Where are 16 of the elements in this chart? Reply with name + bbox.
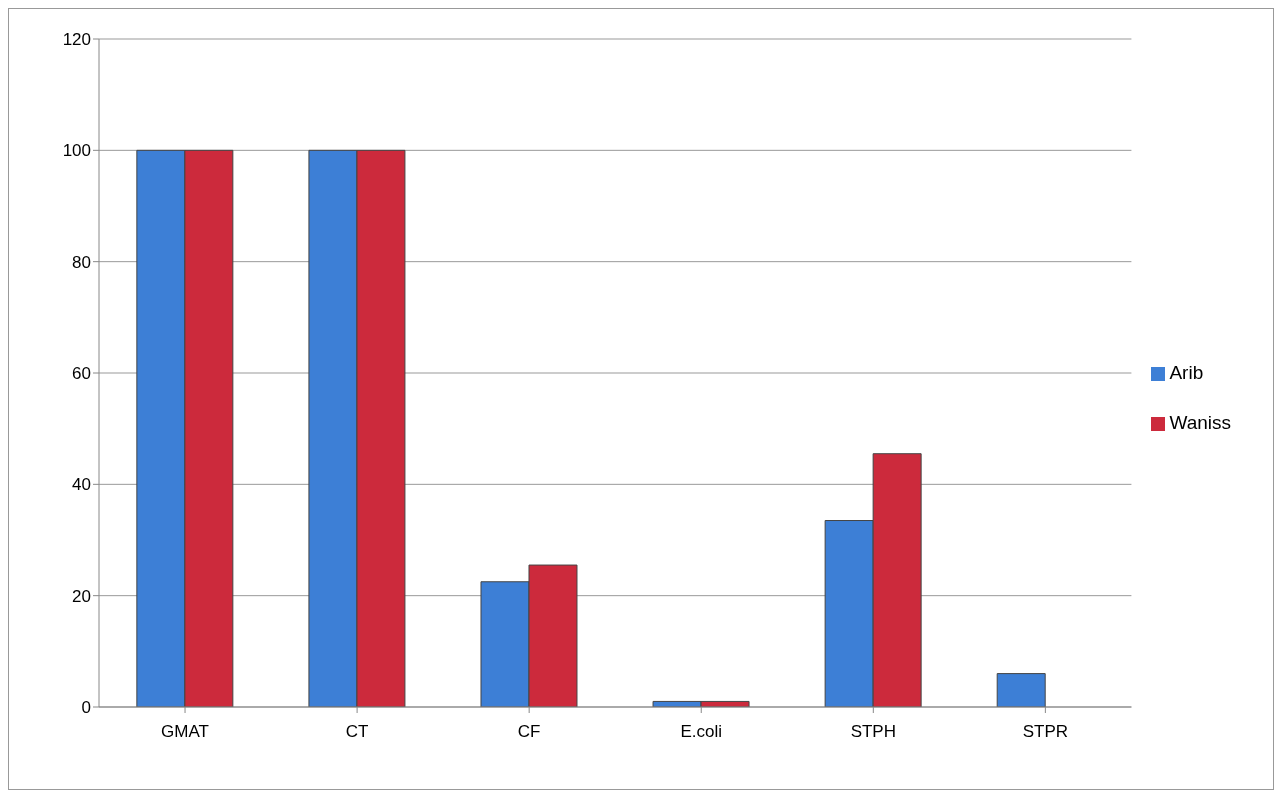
y-tick-label: 0: [81, 698, 91, 718]
y-tick-label: 40: [72, 475, 91, 495]
legend-label: Waniss: [1169, 412, 1231, 433]
x-tick-label: CF: [517, 722, 541, 742]
bar: [996, 673, 1046, 707]
legend-label: Arib: [1169, 362, 1204, 383]
x-tick-label: STPH: [850, 722, 896, 742]
y-tick-label: 80: [72, 252, 91, 272]
x-tick-label: E.coli: [680, 722, 723, 742]
x-tick-label: CT: [345, 722, 369, 742]
x-tick-label: STPR: [1022, 722, 1069, 742]
y-tick-label: 120: [62, 30, 91, 50]
y-tick-label: 100: [62, 141, 91, 161]
y-tick-label: 60: [72, 364, 91, 384]
y-tick-label: 20: [72, 586, 91, 606]
x-tick-label: GMAT: [161, 722, 209, 742]
